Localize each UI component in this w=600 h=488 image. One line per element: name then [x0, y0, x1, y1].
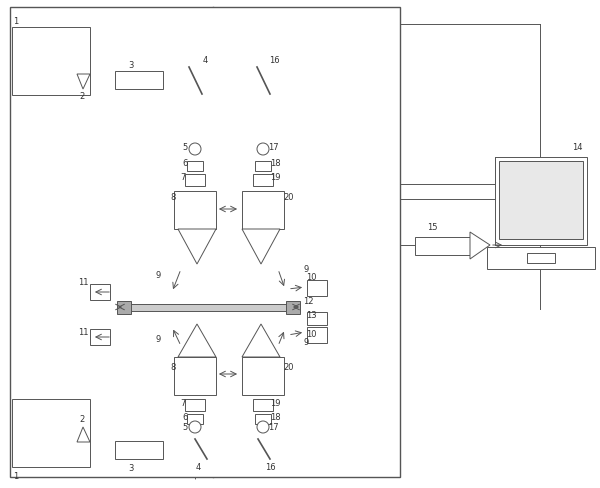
Circle shape	[189, 421, 201, 433]
Bar	[117, 302, 131, 314]
Text: 2: 2	[79, 414, 85, 423]
Text: 20: 20	[283, 363, 293, 372]
Bar	[495, 158, 587, 245]
Bar	[10, 8, 400, 477]
Polygon shape	[178, 229, 216, 264]
Text: 3: 3	[128, 463, 134, 472]
Text: 1: 1	[13, 471, 18, 480]
Text: 6: 6	[182, 159, 187, 168]
Text: 13: 13	[306, 311, 317, 320]
Text: 9: 9	[303, 265, 308, 274]
Text: 8: 8	[170, 193, 175, 202]
Circle shape	[257, 143, 269, 156]
Bar	[187, 414, 203, 424]
Text: 19: 19	[270, 399, 281, 407]
Text: 5: 5	[182, 143, 187, 152]
Bar	[185, 175, 205, 186]
Text: 17: 17	[268, 143, 278, 152]
Text: 12: 12	[303, 297, 314, 306]
Text: 16: 16	[269, 56, 280, 65]
Text: 11: 11	[78, 278, 89, 287]
Bar	[120, 305, 300, 311]
Text: 4: 4	[196, 462, 201, 471]
Polygon shape	[77, 75, 90, 90]
Text: 14: 14	[572, 142, 583, 152]
Bar	[90, 329, 110, 346]
Bar	[174, 357, 216, 395]
Bar	[115, 72, 163, 90]
Text: 5: 5	[182, 423, 187, 431]
Polygon shape	[242, 325, 280, 357]
Bar	[242, 192, 284, 229]
Bar	[90, 285, 110, 301]
Text: 16: 16	[265, 462, 275, 471]
Text: 20: 20	[283, 193, 293, 202]
Bar	[255, 162, 271, 172]
Circle shape	[257, 421, 269, 433]
Text: 18: 18	[270, 159, 281, 168]
Text: 2: 2	[79, 92, 85, 101]
Text: 8: 8	[170, 363, 175, 372]
Text: 9: 9	[155, 271, 160, 280]
Text: 19: 19	[270, 173, 281, 182]
Text: 3: 3	[128, 61, 134, 70]
Text: 17: 17	[268, 423, 278, 431]
Bar	[286, 302, 300, 314]
Text: 6: 6	[182, 413, 187, 422]
Text: 18: 18	[270, 413, 281, 422]
Bar	[307, 327, 327, 343]
Text: 4: 4	[203, 56, 208, 65]
Bar	[255, 414, 271, 424]
Text: 10: 10	[306, 273, 317, 282]
Bar	[12, 28, 90, 96]
Polygon shape	[470, 232, 490, 260]
Bar	[415, 238, 470, 256]
Bar	[307, 312, 327, 325]
Polygon shape	[242, 229, 280, 264]
Bar	[527, 253, 555, 264]
Bar	[115, 441, 163, 459]
Bar	[307, 281, 327, 296]
Bar	[12, 399, 90, 467]
Bar	[174, 192, 216, 229]
Text: 1: 1	[13, 17, 18, 26]
Text: 7: 7	[180, 399, 185, 407]
Bar	[253, 175, 273, 186]
Bar	[487, 247, 595, 269]
Bar	[187, 162, 203, 172]
Bar	[242, 357, 284, 395]
Polygon shape	[77, 427, 90, 442]
Bar	[253, 399, 273, 411]
Text: 11: 11	[78, 328, 89, 337]
Text: 10: 10	[306, 330, 317, 339]
Bar	[185, 399, 205, 411]
Text: 9: 9	[155, 335, 160, 344]
Text: 7: 7	[180, 173, 185, 182]
Bar	[499, 162, 583, 240]
Polygon shape	[178, 325, 216, 357]
Text: 9: 9	[303, 338, 308, 347]
Text: 15: 15	[427, 223, 437, 231]
Circle shape	[189, 143, 201, 156]
